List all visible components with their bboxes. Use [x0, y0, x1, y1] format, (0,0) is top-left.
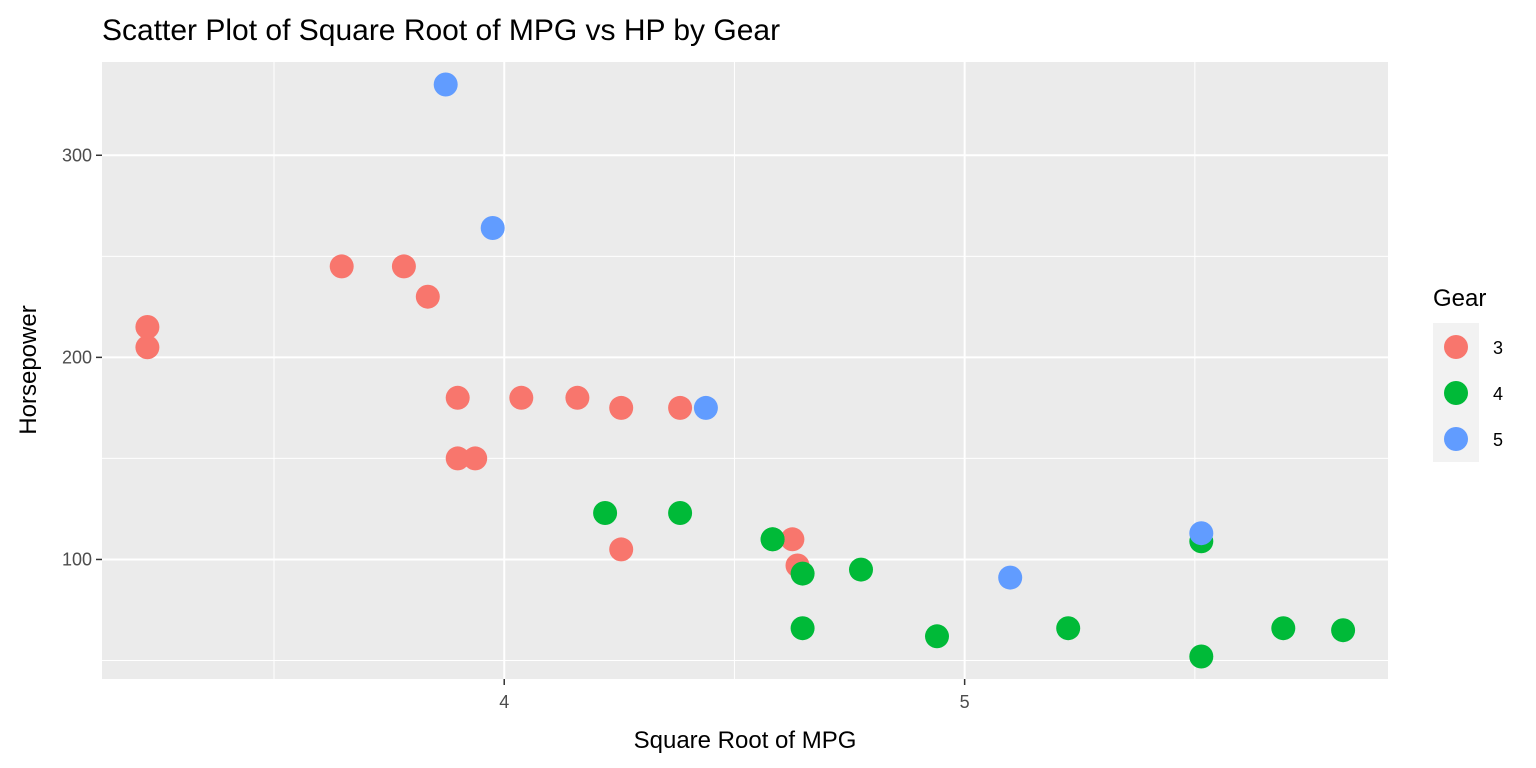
x-axis-title: Square Root of MPG: [634, 727, 857, 754]
data-point-gear-4: [593, 501, 618, 525]
legend: Gear 3 4 5: [1433, 285, 1503, 462]
data-point-gear-4: [1189, 644, 1214, 669]
legend-key-gear-4: [1444, 381, 1468, 405]
data-point-gear-5: [1189, 521, 1214, 546]
data-point-gear-3: [609, 395, 634, 420]
data-point-gear-4: [760, 527, 785, 552]
data-point-gear-3: [329, 254, 354, 279]
data-point-gear-3: [445, 385, 470, 410]
data-point-gear-3: [780, 527, 805, 552]
legend-title: Gear: [1433, 285, 1486, 312]
x-tick-label: 4: [499, 692, 509, 712]
major-gridlines: [102, 62, 1388, 679]
legend-items: 3 4 5: [1444, 335, 1503, 451]
data-point-gear-4: [925, 624, 949, 649]
data-point-gear-5: [998, 565, 1023, 590]
data-point-gear-3: [135, 335, 160, 360]
data-point-gear-3: [609, 537, 634, 562]
y-axis-title: Horsepower: [15, 305, 42, 434]
legend-label-gear-4: 4: [1493, 384, 1503, 404]
data-point-gear-3: [668, 395, 693, 420]
legend-label-gear-5: 5: [1493, 430, 1503, 450]
data-point-gear-3: [509, 385, 534, 410]
data-point-gear-3: [565, 385, 590, 410]
data-point-gear-5: [693, 395, 718, 420]
data-point-gear-4: [1331, 618, 1356, 643]
data-point-gear-3: [463, 446, 488, 471]
data-point-gear-3: [391, 254, 416, 279]
x-tick-label: 5: [960, 692, 970, 712]
data-point-gear-5: [433, 72, 458, 97]
data-point-gear-4: [790, 616, 815, 641]
y-axis: 100 200 300: [62, 145, 102, 569]
chart-title: Scatter Plot of Square Root of MPG vs HP…: [102, 14, 780, 47]
y-tick-label: 100: [62, 549, 92, 569]
data-point-gear-4: [1271, 616, 1296, 641]
data-point-gear-3: [445, 446, 470, 471]
legend-label-gear-3: 3: [1493, 338, 1503, 358]
data-point-gear-3: [135, 315, 160, 339]
legend-key-gear-3: [1444, 335, 1468, 359]
plot-panel: [102, 62, 1388, 679]
data-point-gear-4: [849, 557, 873, 582]
y-tick-label: 200: [62, 347, 92, 367]
data-point-gear-4: [668, 501, 693, 525]
minor-gridlines: [102, 62, 1388, 679]
legend-key-gear-5: [1444, 427, 1468, 451]
data-point-gear-3: [415, 284, 440, 309]
data-points: [135, 72, 1356, 669]
data-point-gear-4: [1056, 616, 1081, 641]
data-point-gear-4: [790, 561, 815, 586]
y-tick-label: 300: [62, 145, 92, 165]
data-point-gear-5: [480, 216, 505, 240]
